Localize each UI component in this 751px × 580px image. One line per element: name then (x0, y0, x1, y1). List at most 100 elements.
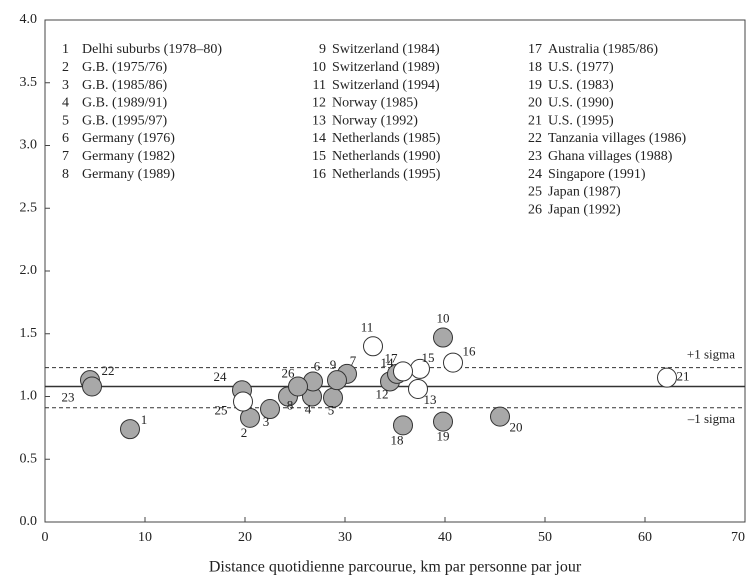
key-text: G.B. (1985/86) (82, 78, 168, 93)
key-number: 20 (528, 96, 542, 111)
point-label: 12 (376, 386, 389, 401)
point-label: 18 (391, 432, 404, 447)
reference-label: –1 sigma (687, 411, 736, 426)
key-number: 13 (312, 113, 326, 128)
point-label: 10 (437, 310, 450, 325)
point-label: 26 (282, 365, 296, 380)
key-number: 8 (62, 167, 69, 182)
data-point (233, 391, 253, 412)
point-label: 3 (263, 414, 270, 429)
key-text: Netherlands (1985) (332, 131, 441, 146)
data-point (490, 406, 510, 427)
y-tick-label: 0.5 (20, 451, 38, 466)
point-label: 15 (422, 350, 435, 365)
data-point (327, 370, 347, 391)
point-label: 21 (677, 369, 690, 384)
key-text: Tanzania villages (1986) (548, 131, 687, 146)
point-label: 20 (510, 420, 523, 435)
data-point (363, 336, 383, 357)
key-number: 4 (62, 96, 69, 111)
point-label: 2 (241, 425, 248, 440)
key-number: 22 (528, 131, 542, 146)
x-tick-label: 70 (731, 530, 745, 545)
y-tick-label: 1.0 (20, 389, 38, 404)
key-number: 25 (528, 185, 542, 200)
point-label: 4 (305, 401, 312, 416)
key-number: 7 (62, 149, 69, 164)
data-point (120, 419, 140, 440)
x-axis-label: Distance quotidienne parcourue, km par p… (209, 559, 582, 576)
key-text: Norway (1985) (332, 96, 418, 111)
key-number: 5 (62, 113, 69, 128)
key-text: G.B. (1975/76) (82, 60, 168, 75)
point-label: 25 (215, 403, 228, 418)
x-tick-label: 60 (638, 530, 652, 545)
key-text: Singapore (1991) (548, 167, 646, 182)
data-point (82, 376, 102, 397)
key-number: 1 (62, 42, 69, 57)
x-tick-label: 30 (338, 530, 352, 545)
data-point (288, 376, 308, 397)
key-number: 12 (312, 96, 326, 111)
key-number: 18 (528, 60, 542, 75)
key-text: Netherlands (1995) (332, 167, 441, 182)
key-text: Germany (1976) (82, 131, 175, 146)
key-number: 3 (62, 78, 69, 93)
key-text: Japan (1987) (548, 185, 621, 200)
key-number: 16 (312, 167, 326, 182)
point-label: 16 (463, 344, 477, 359)
key-number: 15 (312, 149, 326, 164)
y-tick-label: 1.5 (20, 326, 38, 341)
key-text: U.S. (1990) (548, 96, 614, 111)
key-number: 14 (312, 131, 326, 146)
point-label: 14 (381, 355, 395, 370)
key-number: 6 (62, 131, 69, 146)
key-text: Switzerland (1994) (332, 78, 440, 93)
point-label: 1 (141, 412, 148, 427)
data-point (260, 399, 280, 420)
key-text: Germany (1989) (82, 167, 175, 182)
point-label: 13 (424, 392, 437, 407)
y-tick-label: 2.0 (20, 263, 38, 278)
point-label: 7 (350, 353, 357, 368)
key-text: G.B. (1989/91) (82, 96, 168, 111)
key-text: Switzerland (1989) (332, 60, 440, 75)
key-number: 23 (528, 149, 542, 164)
point-label: 22 (102, 363, 115, 378)
data-point (433, 327, 453, 348)
key-text: Delhi suburbs (1978–80) (82, 42, 222, 57)
key-text: Ghana villages (1988) (548, 149, 673, 164)
data-point (408, 378, 428, 399)
data-point (433, 411, 453, 432)
point-label: 8 (287, 397, 294, 412)
point-label: 6 (314, 358, 321, 373)
key-text: Netherlands (1990) (332, 149, 441, 164)
point-label: 9 (330, 357, 337, 372)
point-label: 19 (437, 429, 450, 444)
x-tick-label: 50 (538, 530, 552, 545)
data-point (393, 415, 413, 436)
key-text: Switzerland (1984) (332, 42, 440, 57)
key-text: U.S. (1977) (548, 60, 614, 75)
point-label: 23 (62, 389, 75, 404)
y-tick-label: 3.0 (20, 138, 38, 153)
key-number: 11 (313, 78, 326, 93)
key-text: Germany (1982) (82, 149, 175, 164)
key-number: 2 (62, 60, 69, 75)
x-tick-label: 20 (238, 530, 252, 545)
x-tick-label: 40 (438, 530, 452, 545)
key-number: 21 (528, 113, 542, 128)
data-point (657, 367, 677, 388)
x-tick-label: 0 (42, 530, 49, 545)
key-text: Japan (1992) (548, 202, 621, 217)
y-tick-label: 4.0 (20, 12, 38, 27)
key-text: Australia (1985/86) (548, 42, 658, 57)
key-number: 9 (319, 42, 326, 57)
key-text: G.B. (1995/97) (82, 113, 168, 128)
key-text: Norway (1992) (332, 113, 418, 128)
y-tick-label: 3.5 (20, 75, 38, 90)
point-label: 24 (214, 369, 228, 384)
key-number: 24 (528, 167, 542, 182)
data-point (443, 352, 463, 373)
